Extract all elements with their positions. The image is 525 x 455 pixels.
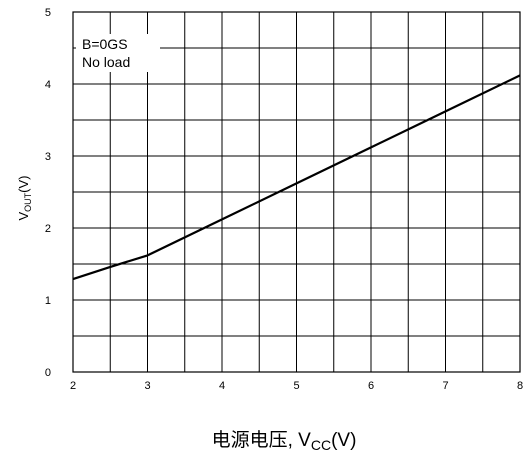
y-axis-label: VOUT(V) (16, 175, 33, 220)
x-axis-label-main: 电源电压, V (212, 429, 312, 451)
y-tick-label: 1 (45, 295, 51, 307)
annotation-box: B=0GS No load (76, 34, 160, 72)
y-tick-label: 4 (45, 79, 51, 91)
x-tick-label: 6 (368, 380, 374, 392)
plot-frame (72, 11, 521, 373)
y-tick-label: 5 (45, 7, 51, 19)
y-tick-labels: 0 1 2 3 4 5 (45, 7, 51, 379)
x-tick-label: 5 (293, 380, 299, 392)
x-tick-label: 7 (442, 380, 448, 392)
y-tick-label: 2 (45, 223, 51, 235)
x-tick-label: 3 (144, 380, 150, 392)
y-axis-label-main: V (16, 212, 31, 221)
y-tick-label: 3 (45, 151, 51, 163)
annotation-background (76, 34, 160, 72)
y-tick-label: 0 (45, 367, 51, 379)
x-tick-label: 4 (219, 380, 225, 392)
x-axis-label-sub: CC (311, 437, 331, 453)
annotation-line-2: No load (82, 54, 130, 70)
x-tick-label: 8 (517, 380, 523, 392)
annotation-line-1: B=0GS (82, 36, 128, 52)
series-line (72, 74, 521, 281)
y-axis-label-unit: (V) (16, 175, 31, 192)
y-axis-label-sub: OUT (23, 192, 33, 212)
x-axis-label-unit: (V) (331, 430, 356, 451)
x-axis-label: 电源电压, VCC(V) (212, 429, 357, 453)
x-tick-label: 2 (70, 380, 76, 392)
x-tick-labels: 2 3 4 5 6 7 8 (70, 380, 523, 392)
